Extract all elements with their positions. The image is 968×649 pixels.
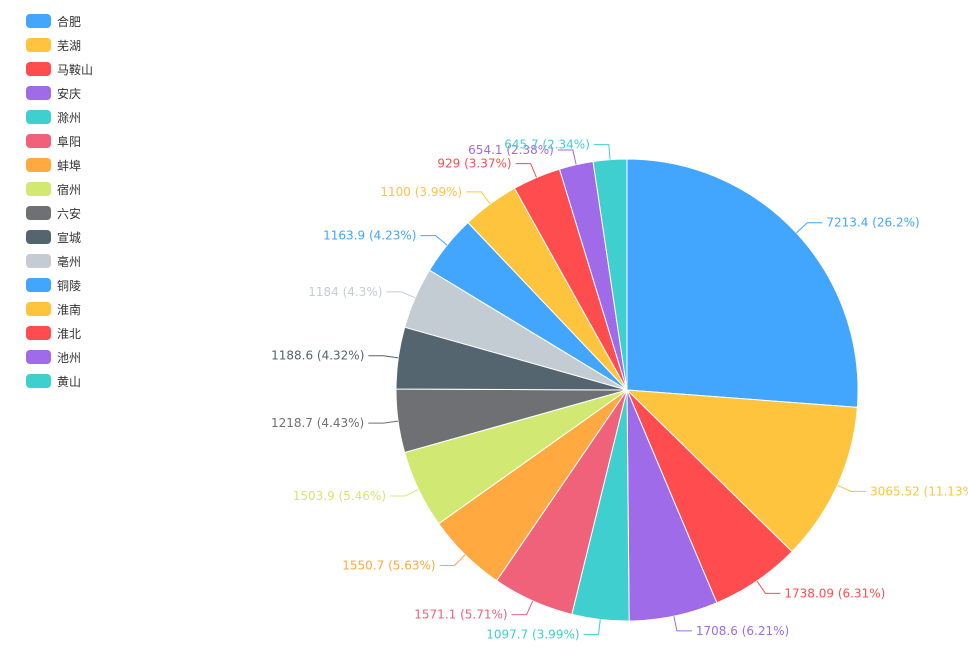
legend-item[interactable]: 池州 — [26, 345, 93, 369]
legend-item[interactable]: 宣城 — [26, 225, 93, 249]
legend-label: 安庆 — [57, 86, 82, 101]
legend-label: 合肥 — [57, 14, 82, 29]
legend-swatch — [26, 62, 51, 76]
legend-swatch — [26, 14, 51, 28]
legend-swatch — [26, 182, 51, 196]
label-leader-line — [511, 600, 534, 616]
slice-data-label: 1550.7 (5.63%) — [342, 558, 435, 572]
chart-legend: 合肥芜湖马鞍山安庆滁州阜阳蚌埠宿州六安宣城亳州铜陵淮南淮北池州黄山 — [26, 9, 93, 393]
legend-label: 六安 — [57, 206, 82, 221]
slice-data-label: 645.7 (2.34%) — [504, 138, 590, 152]
legend-item[interactable]: 合肥 — [26, 9, 93, 33]
legend-label: 滁州 — [57, 110, 82, 125]
legend-label: 黄山 — [57, 374, 82, 389]
slice-data-label: 1184 (4.3%) — [308, 285, 382, 299]
legend-label: 芜湖 — [57, 38, 82, 53]
label-leader-line — [439, 554, 466, 566]
pie-slice[interactable] — [626, 158, 859, 408]
slice-data-label: 1571.1 (5.71%) — [414, 608, 507, 622]
legend-label: 蚌埠 — [57, 158, 82, 173]
label-leader-line — [386, 291, 416, 299]
legend-item[interactable]: 芜湖 — [26, 33, 93, 57]
legend-item[interactable]: 安庆 — [26, 81, 93, 105]
slice-data-label: 1708.6 (6.21%) — [696, 624, 789, 638]
legend-swatch — [26, 302, 51, 316]
label-leader-line — [583, 619, 601, 635]
legend-swatch — [26, 278, 51, 292]
legend-label: 马鞍山 — [57, 62, 94, 77]
legend-label: 亳州 — [57, 254, 82, 269]
legend-label: 宣城 — [57, 230, 82, 245]
label-leader-line — [368, 355, 399, 359]
label-leader-line — [593, 144, 611, 160]
slice-data-label: 1218.7 (4.43%) — [271, 416, 364, 430]
legend-swatch — [26, 158, 51, 172]
legend-label: 铜陵 — [57, 278, 82, 293]
legend-swatch — [26, 230, 51, 244]
legend-item[interactable]: 六安 — [26, 201, 93, 225]
legend-item[interactable]: 马鞍山 — [26, 57, 93, 81]
legend-swatch — [26, 38, 51, 52]
legend-item[interactable]: 淮南 — [26, 297, 93, 321]
slice-data-label: 654.1 (2.38%) — [468, 143, 554, 157]
label-leader-line — [557, 149, 577, 165]
legend-swatch — [26, 206, 51, 220]
legend-item[interactable]: 淮北 — [26, 321, 93, 345]
slice-data-label: 3065.52 (11.13%) — [870, 484, 968, 498]
slice-data-label: 1100 (3.99%) — [380, 185, 462, 199]
slice-data-label: 1503.9 (5.46%) — [293, 489, 386, 503]
slice-data-label: 1097.7 (3.99%) — [486, 627, 579, 641]
legend-item[interactable]: 蚌埠 — [26, 153, 93, 177]
legend-label: 宿州 — [57, 182, 82, 197]
slice-data-label: 1188.6 (4.32%) — [271, 349, 364, 363]
legend-item[interactable]: 黄山 — [26, 369, 93, 393]
label-leader-line — [420, 235, 448, 246]
legend-item[interactable]: 滁州 — [26, 105, 93, 129]
legend-item[interactable]: 宿州 — [26, 177, 93, 201]
pie-slice[interactable] — [625, 389, 858, 553]
legend-swatch — [26, 350, 51, 364]
legend-item[interactable]: 亳州 — [26, 249, 93, 273]
legend-swatch — [26, 374, 51, 388]
legend-swatch — [26, 254, 51, 268]
label-leader-line — [796, 222, 823, 234]
legend-item[interactable]: 铜陵 — [26, 273, 93, 297]
legend-swatch — [26, 134, 51, 148]
label-leader-line — [466, 191, 491, 205]
legend-label: 淮南 — [57, 302, 82, 317]
slice-data-label: 929 (3.37%) — [437, 157, 511, 171]
legend-swatch — [26, 110, 51, 124]
label-leader-line — [515, 163, 537, 178]
legend-item[interactable]: 阜阳 — [26, 129, 93, 153]
label-leader-line — [390, 489, 419, 497]
legend-label: 池州 — [57, 350, 82, 365]
label-leader-line — [368, 420, 399, 424]
legend-swatch — [26, 326, 51, 340]
slice-data-label: 1163.9 (4.23%) — [323, 229, 416, 243]
slice-data-label: 7213.4 (26.2%) — [826, 216, 919, 230]
legend-swatch — [26, 86, 51, 100]
slice-data-label: 1738.09 (6.31%) — [784, 586, 885, 600]
label-leader-line — [673, 616, 692, 632]
label-leader-line — [837, 484, 867, 492]
label-leader-line — [756, 580, 781, 594]
legend-label: 阜阳 — [57, 134, 82, 149]
legend-label: 淮北 — [57, 326, 82, 341]
